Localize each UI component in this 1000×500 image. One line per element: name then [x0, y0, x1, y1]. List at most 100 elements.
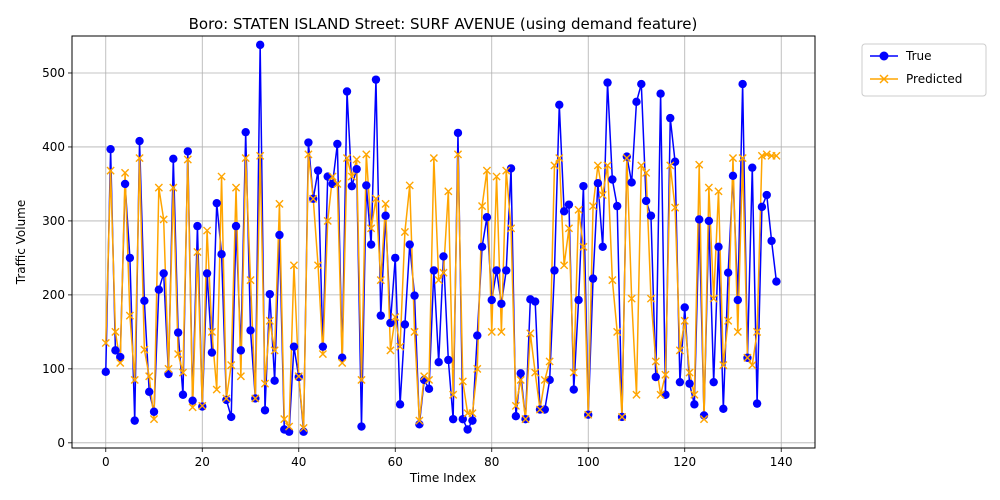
predicted-data-point [584, 410, 593, 419]
predicted-data-point [246, 275, 255, 285]
predicted-data-point [468, 409, 477, 418]
predicted-data-point [424, 375, 434, 385]
true-data-point [434, 357, 443, 367]
true-data-point [386, 318, 395, 328]
true-data-point [106, 144, 115, 154]
predicted-data-point [603, 161, 612, 170]
true-data-point [265, 289, 275, 299]
true-data-point [429, 266, 439, 275]
true-data-point [183, 147, 192, 156]
true-data-point [511, 411, 521, 421]
true-data-point [169, 154, 178, 163]
predicted-data-point [111, 327, 120, 336]
predicted-data-point [637, 161, 646, 170]
predicted-data-point [502, 166, 511, 175]
predicted-data-point [724, 316, 733, 325]
true-data-point [125, 253, 135, 263]
predicted-data-point [651, 357, 660, 366]
true-data-point [357, 422, 366, 431]
predicted-data-point [738, 153, 747, 163]
true-data-point [362, 181, 371, 190]
predicted-data-point [598, 190, 607, 200]
predicted-data-point [429, 153, 438, 163]
true-data-point [733, 295, 743, 305]
predicted-data-point [593, 161, 602, 170]
true-data-point [463, 425, 472, 434]
true-data-point [236, 346, 246, 355]
predicted-data-point [231, 183, 241, 192]
predicted-data-point [632, 390, 641, 399]
true-data-point [593, 178, 603, 188]
true-data-point [738, 79, 747, 89]
true-data-point [376, 311, 385, 320]
true-data-point [477, 242, 487, 252]
predicted-data-point [395, 342, 405, 351]
predicted-data-point [487, 327, 496, 336]
true-data-point [632, 97, 641, 107]
true-data-point [217, 250, 226, 259]
predicted-data-point [371, 194, 381, 203]
true-data-point [728, 171, 738, 180]
predicted-data-point [400, 227, 409, 237]
true-data-point [487, 295, 496, 305]
predicted-data-point [304, 150, 313, 159]
true-data-point [637, 79, 646, 89]
true-data-point [400, 320, 410, 329]
predicted-data-point [492, 172, 501, 181]
predicted-data-point [680, 316, 689, 325]
predicted-data-point [318, 349, 327, 359]
legend: True Predicted [861, 43, 987, 97]
true-data-point [762, 190, 771, 200]
predicted-data-point [627, 294, 636, 303]
predicted-data-point [357, 375, 366, 385]
predicted-data-point [555, 153, 564, 163]
true-data-point [564, 200, 574, 209]
true-data-point [328, 179, 337, 189]
predicted-data-point [159, 215, 168, 224]
true-data-point [651, 372, 660, 382]
true-data-point [405, 240, 414, 249]
true-data-point [675, 377, 685, 387]
true-data-point [598, 242, 607, 252]
true-data-point [439, 252, 448, 261]
predicted-data-point [405, 181, 414, 190]
true-data-point [135, 136, 144, 146]
legend-box [861, 43, 987, 97]
true-data-point [555, 100, 564, 109]
true-data-point [260, 406, 270, 415]
legend-predicted-label: Predicted [906, 72, 962, 86]
predicted-data-point [309, 194, 318, 203]
true-data-point [289, 342, 299, 351]
true-data-point [772, 277, 781, 286]
predicted-data-point [174, 349, 183, 359]
true-data-point [492, 266, 501, 275]
true-data-point [410, 291, 419, 300]
true-data-point [550, 266, 559, 275]
predicted-data-point [183, 155, 192, 164]
predicted-data-point [207, 327, 217, 336]
y-tick-label: 0 [57, 436, 65, 450]
predicted-data-point [101, 338, 110, 348]
x-axis-label: Time Index [409, 471, 476, 485]
true-data-point [473, 331, 482, 340]
predicted-data-point [748, 361, 757, 370]
x-tick-label: 100 [577, 455, 600, 469]
predicted-data-point [757, 151, 767, 160]
x-tick-label: 120 [673, 455, 696, 469]
true-data-point [347, 181, 357, 191]
predicted-data-point [550, 161, 559, 170]
true-data-point [458, 414, 467, 424]
true-data-point [569, 385, 578, 394]
true-data-point [502, 266, 511, 275]
true-data-point [453, 128, 463, 138]
true-data-point [588, 274, 598, 283]
predicted-data-point [198, 401, 207, 410]
true-data-point [188, 396, 197, 405]
true-data-point [752, 399, 762, 408]
true-data-point [144, 387, 154, 396]
predicted-data-point [699, 415, 709, 424]
true-data-point [704, 216, 714, 226]
predicted-data-point [569, 368, 578, 377]
predicted-data-point [164, 364, 173, 373]
